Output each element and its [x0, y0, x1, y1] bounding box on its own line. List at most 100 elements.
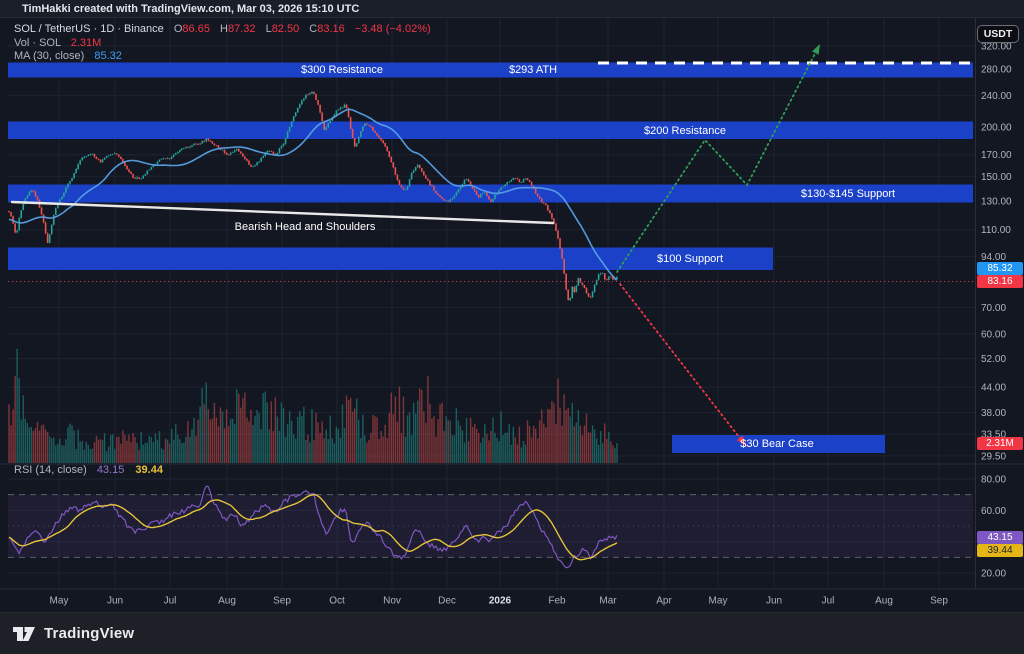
- zone-band-label[interactable]: $100 Support: [656, 253, 724, 265]
- price-tick-label[interactable]: 170.00: [981, 150, 1012, 161]
- time-axis-label[interactable]: Sep: [930, 596, 948, 607]
- zone-band-label[interactable]: $300 Resistance: [301, 64, 383, 76]
- candle-body: [502, 186, 504, 188]
- time-axis-label[interactable]: Dec: [438, 596, 456, 607]
- volume-bar: [67, 427, 69, 463]
- time-axis-label[interactable]: May: [709, 596, 728, 607]
- candle-body: [242, 153, 244, 157]
- volume-bar: [606, 438, 608, 463]
- candle-body: [296, 107, 299, 113]
- time-axis-label[interactable]: Oct: [329, 596, 345, 607]
- candle-body: [118, 154, 120, 157]
- low-label: L: [265, 23, 272, 35]
- candle-body: [345, 104, 348, 109]
- rsi-value: 43.15: [96, 464, 125, 476]
- time-axis-label[interactable]: Feb: [548, 596, 566, 607]
- price-tick-label[interactable]: 52.00: [981, 354, 1006, 365]
- price-tick-label[interactable]: 110.00: [981, 225, 1011, 236]
- candle-body: [138, 177, 140, 179]
- volume-bar: [516, 444, 519, 463]
- time-axis-label[interactable]: Aug: [218, 596, 236, 607]
- time-axis-label[interactable]: Jul: [822, 596, 835, 607]
- price-tick-label[interactable]: 280.00: [981, 64, 1012, 75]
- candle-body: [591, 291, 594, 298]
- zone-band-label[interactable]: $130-$145 Support: [800, 187, 896, 200]
- rsi-tick-label[interactable]: 20.00: [981, 569, 1006, 580]
- volume-bar: [351, 411, 354, 463]
- candle-body: [585, 288, 588, 294]
- zone-band-label[interactable]: $200 Resistance: [644, 124, 726, 137]
- volume-bar: [575, 422, 578, 463]
- candle-body: [349, 117, 352, 129]
- volume-bar: [44, 429, 47, 463]
- chart-plot[interactable]: 320.00 280.00 240.00 200.00 170.00 150.00 130.…: [0, 18, 1024, 612]
- candle-body: [248, 160, 250, 165]
- volume-bar: [97, 439, 100, 463]
- high-label: H: [220, 23, 228, 35]
- chart-area[interactable]: 320.00 280.00 240.00 200.00 170.00 150.00 130.…: [0, 18, 1024, 612]
- candle-body: [528, 180, 531, 182]
- time-axis-label[interactable]: Jun: [107, 596, 123, 607]
- volume-bar: [506, 432, 508, 463]
- candle-body: [416, 164, 419, 168]
- volume-bar: [443, 430, 445, 463]
- time-axis-label[interactable]: 2026: [489, 596, 512, 607]
- volume-bar: [551, 400, 553, 463]
- candle-body: [8, 211, 10, 213]
- price-tick-label[interactable]: 33.50: [981, 430, 1006, 441]
- time-axis-label[interactable]: Jul: [164, 596, 177, 607]
- volume-bar: [614, 448, 616, 463]
- time-axis-label[interactable]: May: [50, 596, 69, 607]
- volume-bar: [327, 439, 329, 463]
- time-axis-label[interactable]: Aug: [875, 596, 893, 607]
- candle-body: [325, 127, 328, 130]
- price-tick-label[interactable]: 38.00: [981, 408, 1006, 419]
- volume-bar: [307, 434, 309, 463]
- volume-bar: [388, 412, 390, 463]
- rsi-tick-label[interactable]: 60.00: [981, 506, 1006, 517]
- volume-bar: [286, 424, 289, 463]
- price-tick-label[interactable]: 60.00: [981, 329, 1006, 340]
- candle-body: [427, 178, 429, 181]
- rsi-tick-label[interactable]: 80.00: [981, 475, 1006, 486]
- time-axis-label[interactable]: Sep: [273, 596, 291, 607]
- currency-toggle-button[interactable]: USDT: [977, 25, 1019, 43]
- volume-bar: [563, 394, 565, 463]
- low-value: 82.50: [271, 23, 300, 35]
- candle-body: [382, 140, 384, 143]
- volume-bar: [42, 424, 45, 463]
- price-tick-label[interactable]: 320.00: [981, 41, 1012, 52]
- time-axis-label[interactable]: Apr: [656, 596, 672, 607]
- time-axis-label[interactable]: Mar: [599, 596, 617, 607]
- candle-body: [463, 179, 466, 185]
- time-axis-label[interactable]: Nov: [383, 596, 401, 607]
- volume-bar: [22, 395, 24, 463]
- zone-band-label[interactable]: $293 ATH: [508, 64, 558, 76]
- trendline-label[interactable]: Bearish Head and Shoulders: [234, 221, 376, 233]
- candle-body: [366, 123, 368, 125]
- price-tick-label[interactable]: 70.00: [981, 303, 1006, 314]
- price-tick-label[interactable]: 94.00: [981, 252, 1006, 263]
- volume-bar: [494, 432, 496, 463]
- candle-body: [195, 143, 197, 145]
- volume-bar: [390, 392, 392, 463]
- price-tick-label[interactable]: 44.00: [981, 383, 1006, 394]
- bull-projection-line: [616, 43, 821, 273]
- volume-bar: [126, 440, 128, 463]
- zone-band-label[interactable]: $30 Bear Case: [740, 438, 814, 450]
- volume-bar: [177, 434, 179, 463]
- candle-body: [606, 279, 608, 280]
- price-tick-label[interactable]: 150.00: [981, 172, 1012, 183]
- price-zone-bands: [8, 62, 973, 453]
- price-tick-label[interactable]: 240.00: [981, 91, 1012, 102]
- time-axis-label[interactable]: Jun: [766, 596, 782, 607]
- price-tick-label[interactable]: 130.00: [981, 196, 1012, 207]
- candle-body: [307, 94, 309, 96]
- price-tick-label[interactable]: 200.00: [981, 122, 1012, 133]
- candle-body: [486, 192, 488, 197]
- price-tick-label[interactable]: 29.50: [981, 451, 1006, 462]
- volume-bar: [321, 421, 323, 463]
- candle-body: [549, 210, 551, 214]
- volume-bar: [539, 420, 541, 463]
- volume-bar: [81, 440, 83, 463]
